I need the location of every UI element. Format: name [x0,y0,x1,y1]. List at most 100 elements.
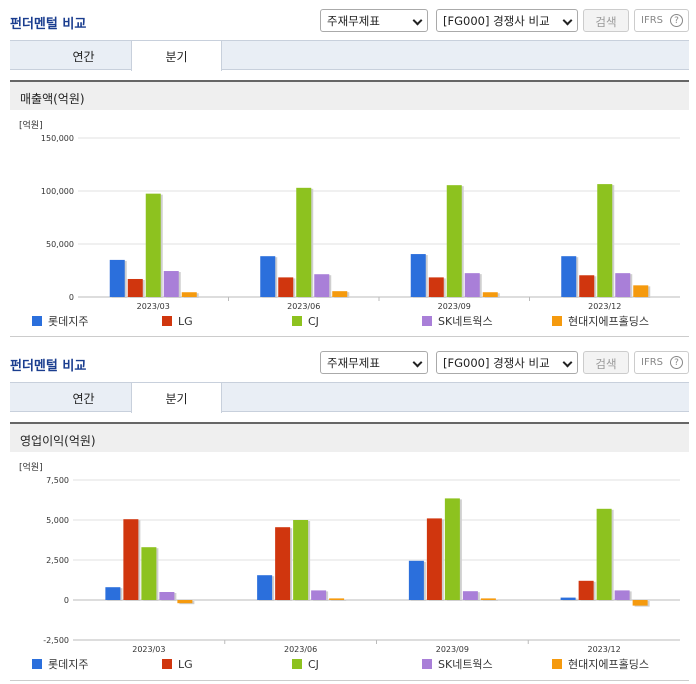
bar-shadow [331,599,347,601]
bar [410,254,426,297]
y-tick-label: 2,500 [46,556,69,565]
ifrs-help-button[interactable]: IFRS? [634,351,689,374]
bar [560,597,576,600]
fundamental-section-2: 펀더멘털 비교 주재무제표 [FG000] 경쟁사 비교 검색 IFRS? 연간… [0,342,696,681]
tab-quarterly[interactable]: 분기 [131,41,222,71]
bar [482,292,498,297]
section-title: 펀더멘털 비교 [10,17,87,32]
fundamental-section-1: 펀더멘털 비교 주재무제표 [FG000] 경쟁사 비교 검색 IFRS? 연간… [0,0,696,337]
peer-group-select-value: [FG000] 경쟁사 비교 [443,14,550,28]
chart-title: 영업이익(억원) [10,422,689,452]
bar [480,598,496,600]
chevron-down-icon [562,357,573,368]
legend-swatch [32,659,42,669]
ifrs-label: IFRS [641,357,663,368]
bar [257,575,273,600]
peer-group-select[interactable]: [FG000] 경쟁사 비교 [436,351,578,374]
bar [293,520,309,600]
bar [127,278,143,297]
chevron-down-icon [562,15,573,26]
bar [428,277,444,297]
statement-select-value: 주재무제표 [327,356,380,370]
y-tick-label: 7,500 [46,476,69,485]
legend-label: 롯데지주 [48,315,88,328]
section-title: 펀더멘털 비교 [10,359,87,374]
section-header: 펀더멘털 비교 주재무제표 [FG000] 경쟁사 비교 검색 IFRS? [0,342,696,378]
tab-annual[interactable]: 연간 [72,50,95,64]
bar [141,547,157,600]
peer-group-select-value: [FG000] 경쟁사 비교 [443,356,550,370]
legend-label: CJ [308,315,319,328]
bar [578,580,594,600]
bar [163,271,179,297]
search-button[interactable]: 검색 [583,351,629,374]
bar [329,598,345,600]
ifrs-help-button[interactable]: IFRS? [634,9,689,32]
y-tick-label: 0 [69,293,74,302]
legend-swatch [162,659,172,669]
bar [260,256,276,297]
section-header: 펀더멘털 비교 주재무제표 [FG000] 경쟁사 비교 검색 IFRS? [0,0,696,36]
peer-group-select[interactable]: [FG000] 경쟁사 비교 [436,9,578,32]
bar [181,292,197,297]
period-tabs: 연간 분기 [10,382,689,413]
bar [579,275,595,297]
legend-swatch [552,659,562,669]
bar [614,590,630,600]
x-tick-label: 2023/12 [588,302,621,311]
x-tick-label: 2023/06 [284,645,317,654]
bar [444,498,460,600]
revenue-chart: [억원] 0 50,000 100,000 150,000 2023/03 2023/06 2… [19,119,680,328]
chevron-down-icon [412,357,423,368]
legend-swatch [292,316,302,326]
bar [332,291,348,297]
y-tick-label: 5,000 [46,516,69,525]
y-tick-label: 50,000 [46,240,74,249]
legend-swatch [32,316,42,326]
legend-label: CJ [308,658,319,671]
tab-quarterly[interactable]: 분기 [131,383,222,413]
bar [597,184,613,297]
bar [561,256,577,297]
legend-label: 현대지에프홀딩스 [568,658,649,671]
bar [159,592,175,600]
y-tick-label: 150,000 [41,134,74,143]
legend-label: SK네트웍스 [438,315,493,328]
statement-select[interactable]: 주재무제표 [320,9,428,32]
bar [109,259,125,297]
legend-swatch [162,316,172,326]
chart-title: 매출액(억원) [10,80,689,110]
legend-label: SK네트웍스 [438,658,493,671]
y-tick-label: 0 [64,596,69,605]
chevron-down-icon [412,15,423,26]
bar [275,527,291,600]
x-tick-label: 2023/03 [137,302,170,311]
period-tabs: 연간 분기 [10,40,689,71]
y-tick-label: -2,500 [43,636,69,645]
help-icon: ? [670,14,683,27]
legend-swatch [422,659,432,669]
divider [10,336,689,337]
legend-swatch [292,659,302,669]
bar [314,274,330,297]
bar [145,193,161,297]
bar [633,285,649,297]
bar [408,560,424,600]
search-button[interactable]: 검색 [583,9,629,32]
legend-swatch [422,316,432,326]
y-tick-label: 100,000 [41,187,74,196]
statement-select[interactable]: 주재무제표 [320,351,428,374]
bar [426,518,442,600]
help-icon: ? [670,356,683,369]
bar [123,519,139,600]
bar [596,508,612,600]
bar [278,277,294,297]
bar [464,273,480,297]
bar [105,587,121,600]
bar [632,600,648,606]
ifrs-label: IFRS [641,15,663,26]
tab-annual[interactable]: 연간 [72,392,95,406]
bar-shadow [482,599,498,601]
legend-label: LG [178,658,193,671]
legend-label: 롯데지주 [48,658,88,671]
